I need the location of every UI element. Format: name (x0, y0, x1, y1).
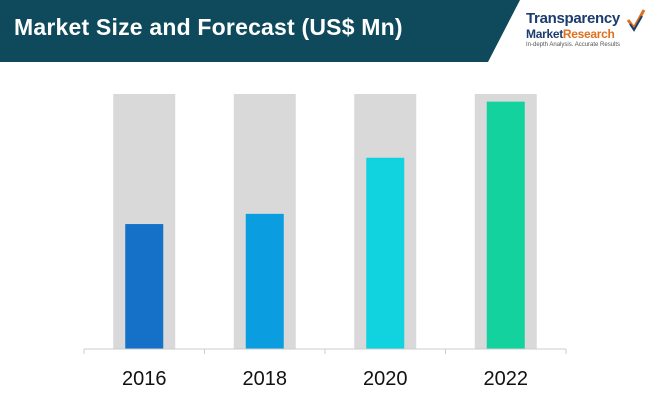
bar-2022 (486, 101, 525, 350)
logo-tagline: In-depth Analysis. Accurate Results (526, 42, 621, 48)
logo-line2-word2: Research (562, 27, 615, 41)
bar-2016 (125, 224, 164, 349)
page-title: Market Size and Forecast (US$ Mn) (14, 14, 403, 40)
bar-chart: 2016 2018 2020 2022 (83, 94, 567, 390)
bar-2020 (366, 157, 405, 349)
header-banner: Market Size and Forecast (US$ Mn) (0, 0, 650, 62)
x-axis-ticks (83, 349, 567, 354)
x-axis-tick-labels: 2016 2018 2020 2022 (122, 368, 528, 390)
logo-line2-word1: Market (526, 27, 563, 41)
x-tick-label-2020: 2020 (363, 368, 408, 390)
data-bars (125, 101, 525, 350)
company-logo: Transparency MarketResearch In-depth Ana… (526, 8, 646, 56)
logo-line1: Transparency (526, 10, 620, 27)
background-bars (113, 94, 537, 349)
x-tick-label-2018: 2018 (243, 368, 288, 390)
bar-2018 (245, 213, 284, 349)
x-tick-label-2016: 2016 (122, 368, 167, 390)
banner-shape (0, 0, 520, 62)
check-icon (626, 9, 646, 32)
x-tick-label-2022: 2022 (484, 368, 529, 390)
logo-line2: MarketResearch (526, 27, 615, 41)
